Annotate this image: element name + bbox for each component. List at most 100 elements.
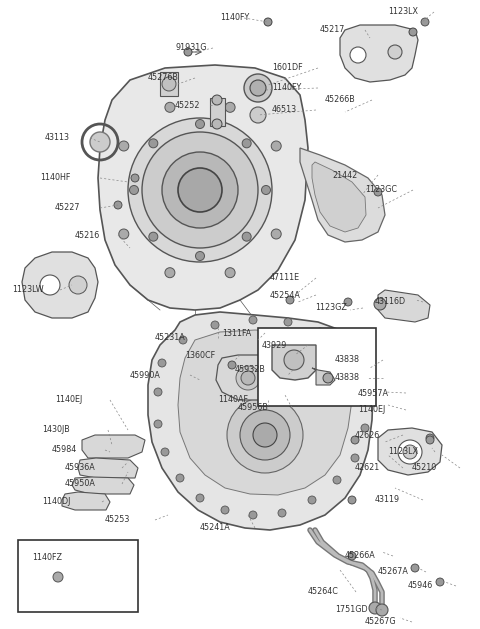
Polygon shape xyxy=(378,428,442,475)
Text: 42621: 42621 xyxy=(355,464,380,472)
Circle shape xyxy=(344,298,352,306)
Circle shape xyxy=(361,366,369,374)
Circle shape xyxy=(316,328,324,336)
Text: 45950A: 45950A xyxy=(65,479,96,489)
Circle shape xyxy=(162,77,176,91)
Text: 45946: 45946 xyxy=(408,581,433,591)
Circle shape xyxy=(158,359,166,367)
Text: 1123LW: 1123LW xyxy=(12,286,44,294)
Circle shape xyxy=(403,445,417,459)
Text: 45266A: 45266A xyxy=(345,552,376,560)
Circle shape xyxy=(236,366,260,390)
Text: 1140FY: 1140FY xyxy=(220,13,249,23)
Circle shape xyxy=(244,74,272,102)
Text: 45254A: 45254A xyxy=(270,291,301,299)
Text: 1123GC: 1123GC xyxy=(365,186,397,194)
Circle shape xyxy=(374,188,382,196)
Text: 1140EJ: 1140EJ xyxy=(358,406,385,415)
Circle shape xyxy=(308,496,316,504)
Text: 1123LX: 1123LX xyxy=(388,8,418,16)
Text: 45210: 45210 xyxy=(412,464,437,472)
Circle shape xyxy=(195,120,204,128)
Circle shape xyxy=(176,474,184,482)
Circle shape xyxy=(323,373,333,383)
Polygon shape xyxy=(98,65,308,310)
Circle shape xyxy=(333,476,341,484)
Bar xyxy=(258,328,376,406)
Polygon shape xyxy=(340,25,418,82)
Circle shape xyxy=(225,268,235,277)
Circle shape xyxy=(128,118,272,262)
Text: 1140HF: 1140HF xyxy=(40,174,71,182)
Circle shape xyxy=(212,119,222,129)
Circle shape xyxy=(53,572,63,582)
Circle shape xyxy=(374,298,386,310)
Polygon shape xyxy=(78,458,138,478)
Circle shape xyxy=(369,602,381,614)
Text: 1140AF: 1140AF xyxy=(218,396,248,404)
Circle shape xyxy=(344,344,352,352)
Circle shape xyxy=(142,132,258,248)
Text: 1123LX: 1123LX xyxy=(388,447,418,457)
Polygon shape xyxy=(216,355,290,400)
Text: 45253: 45253 xyxy=(105,516,131,525)
Circle shape xyxy=(286,296,294,304)
Circle shape xyxy=(264,18,272,26)
Text: 45266B: 45266B xyxy=(325,96,356,104)
Circle shape xyxy=(165,268,175,277)
Circle shape xyxy=(119,229,129,239)
Circle shape xyxy=(69,276,87,294)
Circle shape xyxy=(179,336,187,344)
Text: 43119: 43119 xyxy=(375,496,400,504)
Circle shape xyxy=(249,511,257,519)
Polygon shape xyxy=(22,252,98,318)
Circle shape xyxy=(212,95,222,105)
Text: 1751GD: 1751GD xyxy=(335,606,368,615)
Circle shape xyxy=(131,174,139,182)
Circle shape xyxy=(253,423,277,447)
Text: 42626: 42626 xyxy=(355,430,380,440)
Text: 1140FZ: 1140FZ xyxy=(32,554,62,562)
Text: 43838: 43838 xyxy=(335,374,360,382)
Text: 45984: 45984 xyxy=(52,445,77,455)
Text: 45936A: 45936A xyxy=(65,464,96,472)
Text: 45217: 45217 xyxy=(320,26,346,35)
Circle shape xyxy=(162,152,238,228)
Circle shape xyxy=(196,494,204,502)
Circle shape xyxy=(242,232,251,241)
Circle shape xyxy=(409,28,417,36)
Circle shape xyxy=(268,361,276,369)
Text: 21442: 21442 xyxy=(332,170,357,179)
Circle shape xyxy=(284,350,304,370)
Text: 1140FY: 1140FY xyxy=(272,84,301,92)
Circle shape xyxy=(178,168,222,212)
Circle shape xyxy=(114,201,122,209)
Circle shape xyxy=(284,318,292,326)
Polygon shape xyxy=(62,492,110,510)
Circle shape xyxy=(350,47,366,63)
Polygon shape xyxy=(300,148,385,242)
Circle shape xyxy=(271,141,281,151)
Circle shape xyxy=(154,388,162,396)
Text: 45932B: 45932B xyxy=(235,365,266,374)
Polygon shape xyxy=(378,290,430,322)
Text: 45267A: 45267A xyxy=(378,567,409,577)
Text: 1140DJ: 1140DJ xyxy=(42,498,71,506)
Text: 43116D: 43116D xyxy=(375,298,406,306)
Circle shape xyxy=(161,448,169,456)
Polygon shape xyxy=(312,162,366,232)
Circle shape xyxy=(388,45,402,59)
Circle shape xyxy=(221,506,229,514)
Text: 91931G: 91931G xyxy=(175,43,206,52)
Circle shape xyxy=(366,394,374,402)
Circle shape xyxy=(154,420,162,428)
Circle shape xyxy=(149,232,158,241)
Text: 1430JB: 1430JB xyxy=(42,425,70,435)
Circle shape xyxy=(271,229,281,239)
Circle shape xyxy=(351,454,359,462)
Circle shape xyxy=(426,434,434,442)
Circle shape xyxy=(421,18,429,26)
Polygon shape xyxy=(312,368,335,385)
Text: 47111E: 47111E xyxy=(270,274,300,282)
Text: 1311FA: 1311FA xyxy=(222,328,251,338)
